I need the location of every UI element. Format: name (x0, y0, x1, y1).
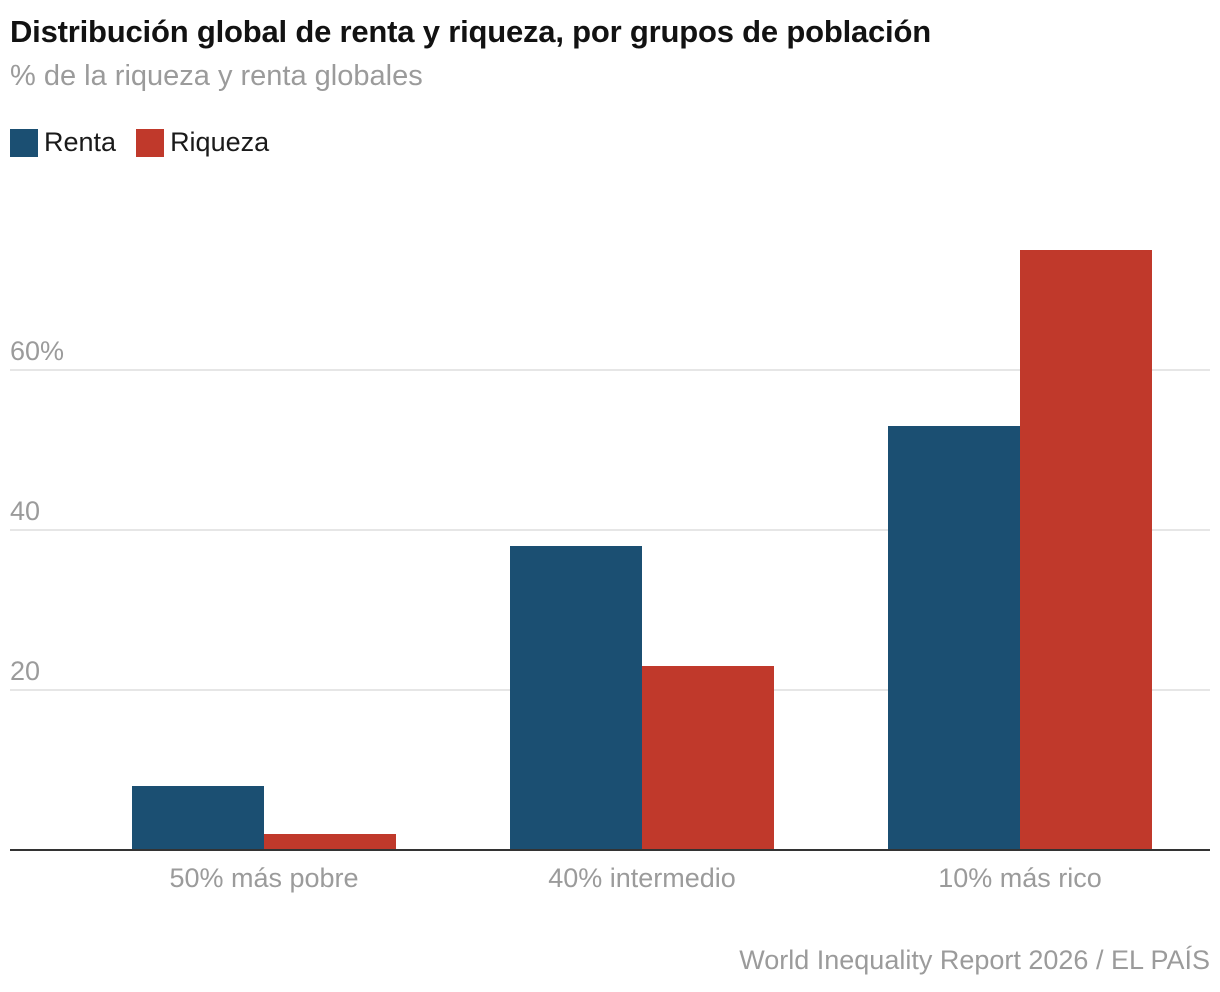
y-tick-label-20: 20 (10, 656, 40, 686)
legend-swatch-renta (10, 128, 38, 157)
y-tick-label-60: 60% (10, 336, 64, 366)
chart-title: Distribución global de renta y riqueza, … (10, 14, 931, 49)
chart-subtitle: % de la riqueza y renta globales (10, 60, 423, 92)
legend-label-riqueza: Riqueza (170, 127, 270, 157)
x-category-label-1: 40% intermedio (548, 863, 736, 893)
legend-item-renta: Renta (10, 127, 116, 158)
bar-renta-0 (132, 786, 264, 850)
bar-riqueza-1 (642, 666, 774, 850)
legend-label-renta: Renta (44, 127, 117, 157)
legend: Renta Riqueza (10, 127, 289, 158)
legend-swatch-riqueza (136, 128, 165, 157)
x-category-label-0: 50% más pobre (169, 863, 358, 893)
bar-riqueza-0 (264, 834, 396, 850)
x-category-label-2: 10% más rico (938, 863, 1102, 893)
y-tick-label-40: 40 (10, 496, 40, 526)
legend-item-riqueza: Riqueza (136, 127, 269, 158)
bar-renta-1 (510, 546, 642, 850)
bar-renta-2 (888, 426, 1020, 850)
source-note: World Inequality Report 2026 / EL PAÍS (739, 945, 1210, 975)
bar-riqueza-2 (1020, 250, 1152, 850)
